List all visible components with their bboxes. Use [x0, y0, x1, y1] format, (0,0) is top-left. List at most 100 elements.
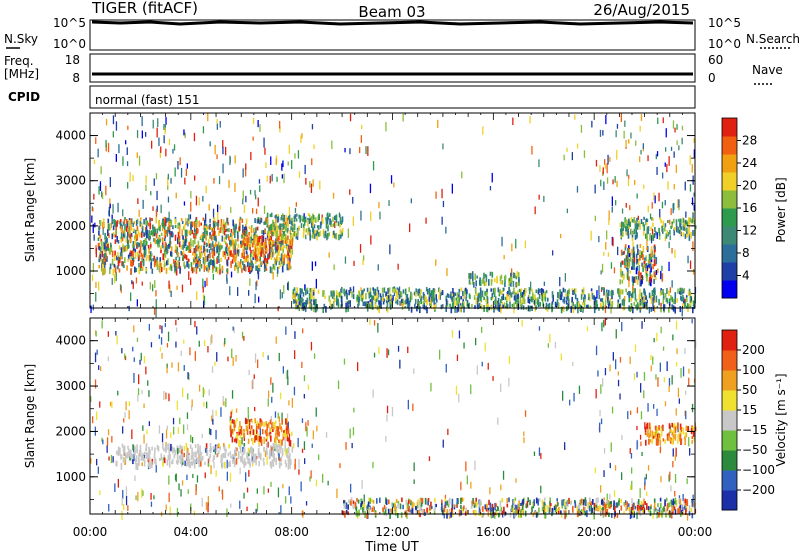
velocity-echo-cell	[554, 507, 556, 513]
power-echo-cell	[337, 298, 339, 306]
velocity-echo-cell	[251, 456, 254, 463]
power-noise-cell	[279, 121, 281, 129]
power-echo-cell	[471, 271, 474, 278]
power-noise-cell	[287, 281, 289, 291]
power-echo-cell	[622, 251, 625, 256]
velocity-noise-cell	[111, 436, 113, 443]
velocity-echo-cell	[245, 425, 248, 432]
velocity-echo-cell	[287, 454, 289, 459]
velocity-echo-cell	[556, 508, 558, 514]
power-echo-cell	[506, 294, 508, 302]
power-noise-cell	[594, 215, 596, 222]
power-noise-cell	[576, 143, 579, 149]
freq-panel: Freq. [MHz] 18 8 60 0 Nave	[4, 53, 783, 85]
power-echo-cell	[440, 292, 442, 296]
velocity-echo-cell	[678, 508, 681, 515]
power-echo-cell	[457, 302, 459, 306]
power-echo-cell	[406, 294, 408, 299]
power-noise-cell	[129, 172, 131, 182]
power-echo-cell	[601, 297, 604, 303]
velocity-echo-cell	[607, 502, 610, 508]
velocity-noise-cell	[277, 412, 279, 419]
velocity-noise-cell	[124, 353, 126, 360]
power-echo-cell	[508, 295, 511, 302]
velocity-echo-cell	[253, 429, 256, 436]
velocity-noise-cell	[125, 401, 127, 411]
power-echo-cell	[162, 244, 164, 249]
power-echo-cell	[633, 276, 635, 283]
power-echo-cell	[252, 229, 255, 233]
power-echo-cell	[250, 249, 252, 254]
velocity-noise-cell	[549, 333, 551, 343]
velocity-echo-cell	[256, 430, 258, 435]
power-echo-cell	[358, 296, 360, 303]
power-echo-cell	[167, 258, 169, 266]
power-echo-cell	[242, 240, 244, 246]
velocity-echo-cell	[430, 501, 432, 508]
power-echo-cell	[376, 286, 379, 291]
power-noise-cell	[331, 140, 333, 150]
power-noise-cell	[689, 184, 692, 192]
velocity-echo-cell	[181, 449, 183, 454]
power-noise-cell	[180, 167, 183, 178]
power-echo-cell	[632, 246, 635, 254]
velocity-noise-cell	[619, 357, 622, 363]
velocity-noise-cell	[288, 400, 290, 406]
velocity-echo-cell	[588, 505, 591, 512]
velocity-echo-cell	[246, 429, 249, 435]
power-noise-cell	[312, 179, 314, 187]
velocity-noise-cell	[96, 411, 98, 421]
power-echo-cell	[127, 258, 129, 262]
power-echo-cell	[241, 234, 243, 239]
velocity-echo-cell	[402, 504, 404, 510]
power-echo-cell	[270, 212, 273, 218]
velocity-echo-cell	[243, 462, 246, 468]
velocity-noise-cell	[372, 461, 374, 469]
power-echo-cell	[380, 302, 382, 310]
velocity-echo-cell	[200, 456, 203, 462]
power-echo-cell	[622, 307, 625, 311]
power-echo-cell	[474, 305, 476, 309]
power-echo-cell	[193, 267, 195, 272]
power-noise-cell	[312, 215, 315, 223]
power-colorbar-tick: 16	[742, 201, 757, 215]
power-echo-cell	[255, 247, 257, 255]
velocity-echo-cell	[448, 509, 451, 517]
velocity-echo-cell	[197, 457, 200, 464]
velocity-noise-cell	[387, 349, 390, 356]
velocity-echo-cell	[589, 497, 591, 503]
power-noise-cell	[370, 211, 372, 221]
power-echo-cell	[418, 301, 421, 307]
power-echo-cell	[423, 302, 425, 310]
velocity-echo-cell	[238, 429, 240, 436]
velocity-noise-cell	[257, 359, 259, 369]
power-echo-cell	[312, 228, 315, 234]
velocity-noise-cell	[643, 372, 646, 381]
velocity-echo-cell	[631, 503, 634, 508]
velocity-echo-cell	[160, 453, 163, 461]
power-echo-cell	[102, 245, 104, 250]
velocity-echo-cell	[560, 510, 562, 515]
power-echo-cell	[259, 256, 261, 262]
power-echo-cell	[651, 251, 653, 257]
power-noise-cell	[175, 192, 177, 199]
velocity-echo-cell	[218, 450, 220, 455]
power-noise-cell	[92, 207, 94, 212]
velocity-noise-cell	[313, 353, 316, 359]
power-noise-cell	[442, 143, 444, 150]
power-echo-cell	[244, 230, 247, 237]
power-echo-cell	[304, 304, 307, 309]
power-echo-cell	[633, 301, 636, 306]
power-echo-cell	[283, 244, 285, 249]
power-echo-cell	[647, 226, 650, 231]
velocity-echo-cell	[348, 499, 350, 503]
power-echo-cell	[485, 275, 488, 282]
power-echo-cell	[183, 261, 185, 267]
velocity-echo-cell	[219, 446, 221, 451]
power-echo-cell	[378, 300, 380, 305]
power-noise-cell	[310, 183, 313, 193]
velocity-echo-cell	[515, 508, 517, 515]
velocity-echo-cell	[631, 498, 633, 503]
velocity-echo-cell	[434, 497, 436, 503]
velocity-echo-cell	[274, 433, 277, 439]
